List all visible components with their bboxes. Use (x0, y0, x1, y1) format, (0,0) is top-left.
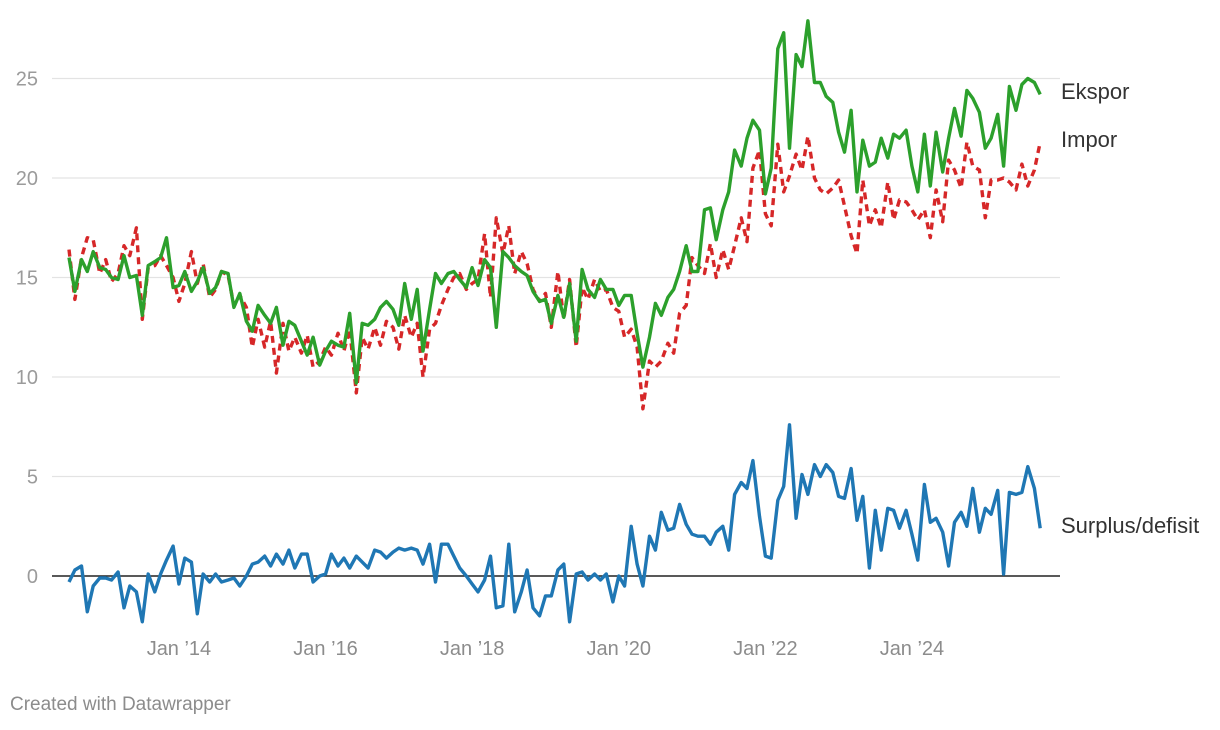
series-layer (67, 19, 1042, 624)
y-tick-label: 5 (27, 467, 38, 489)
series-label-surplus-defisit: Surplus/defisit (1061, 513, 1199, 538)
axis-layer: 0 5 10 15 20 25 Jan ’14 Jan ’16 Jan ’18 Jan ’20 Ja… (16, 69, 1060, 660)
label-layer: Ekspor Impor Surplus/defisit (1061, 79, 1199, 538)
x-tick-label: Jan ’18 (440, 638, 505, 660)
x-tick-label: Jan ’22 (733, 638, 798, 660)
footer-credit: Created with Datawrapper (10, 694, 231, 715)
series-line-ekspor (67, 19, 1042, 385)
y-tick-label: 15 (16, 268, 38, 290)
line-chart: 0 5 10 15 20 25 Jan ’14 Jan ’16 Jan ’18 Jan ’20 Ja… (16, 19, 1199, 660)
x-tick-label: Jan ’14 (147, 638, 212, 660)
y-tick-label: 10 (16, 367, 38, 389)
y-tick-label: 25 (16, 69, 38, 91)
y-tick-label: 0 (27, 566, 38, 588)
series-label-impor: Impor (1061, 127, 1117, 152)
series-line-surplus-defisit (67, 423, 1042, 624)
y-tick-label: 20 (16, 168, 38, 190)
x-tick-label: Jan ’24 (880, 638, 945, 660)
x-tick-label: Jan ’16 (293, 638, 358, 660)
series-line-impor (67, 134, 1042, 411)
x-tick-label: Jan ’20 (587, 638, 652, 660)
series-label-ekspor: Ekspor (1061, 79, 1129, 104)
